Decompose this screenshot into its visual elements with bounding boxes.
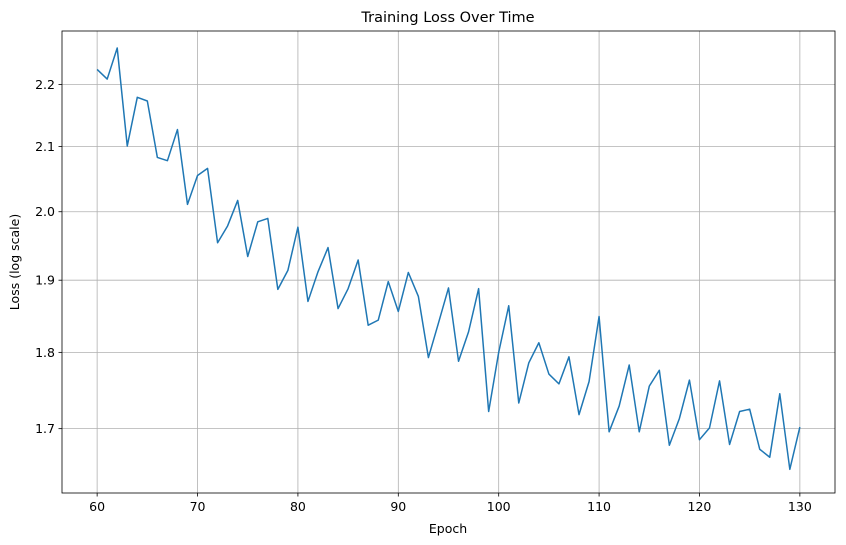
grid-lines bbox=[62, 31, 835, 493]
x-tick-label: 80 bbox=[290, 499, 306, 514]
x-tick-label: 60 bbox=[89, 499, 105, 514]
axis-ticks: 60 70 80 90 100 110 120 130 1.7 1.8 1.9 2.0 2.1 2.2 bbox=[35, 77, 812, 514]
y-tick-label: 1.8 bbox=[35, 345, 55, 360]
y-axis-label: Loss (log scale) bbox=[7, 214, 22, 310]
y-tick-label: 2.2 bbox=[35, 77, 55, 92]
x-tick-label: 120 bbox=[688, 499, 712, 514]
y-tick-label: 2.1 bbox=[35, 139, 55, 154]
x-tick-label: 70 bbox=[190, 499, 206, 514]
plot-frame bbox=[61, 30, 836, 494]
y-tick-label: 1.9 bbox=[35, 273, 55, 288]
x-tick-label: 110 bbox=[587, 499, 611, 514]
chart-title: Training Loss Over Time bbox=[360, 10, 534, 26]
x-tick-label: 130 bbox=[788, 499, 812, 514]
series-line-training-loss bbox=[96, 47, 801, 471]
plot-area bbox=[96, 47, 801, 471]
x-tick-label: 100 bbox=[487, 499, 511, 514]
y-tick-label: 2.0 bbox=[35, 204, 55, 219]
x-axis-label: Epoch bbox=[429, 521, 467, 536]
y-tick-label: 1.7 bbox=[35, 421, 55, 436]
x-tick-label: 90 bbox=[390, 499, 406, 514]
